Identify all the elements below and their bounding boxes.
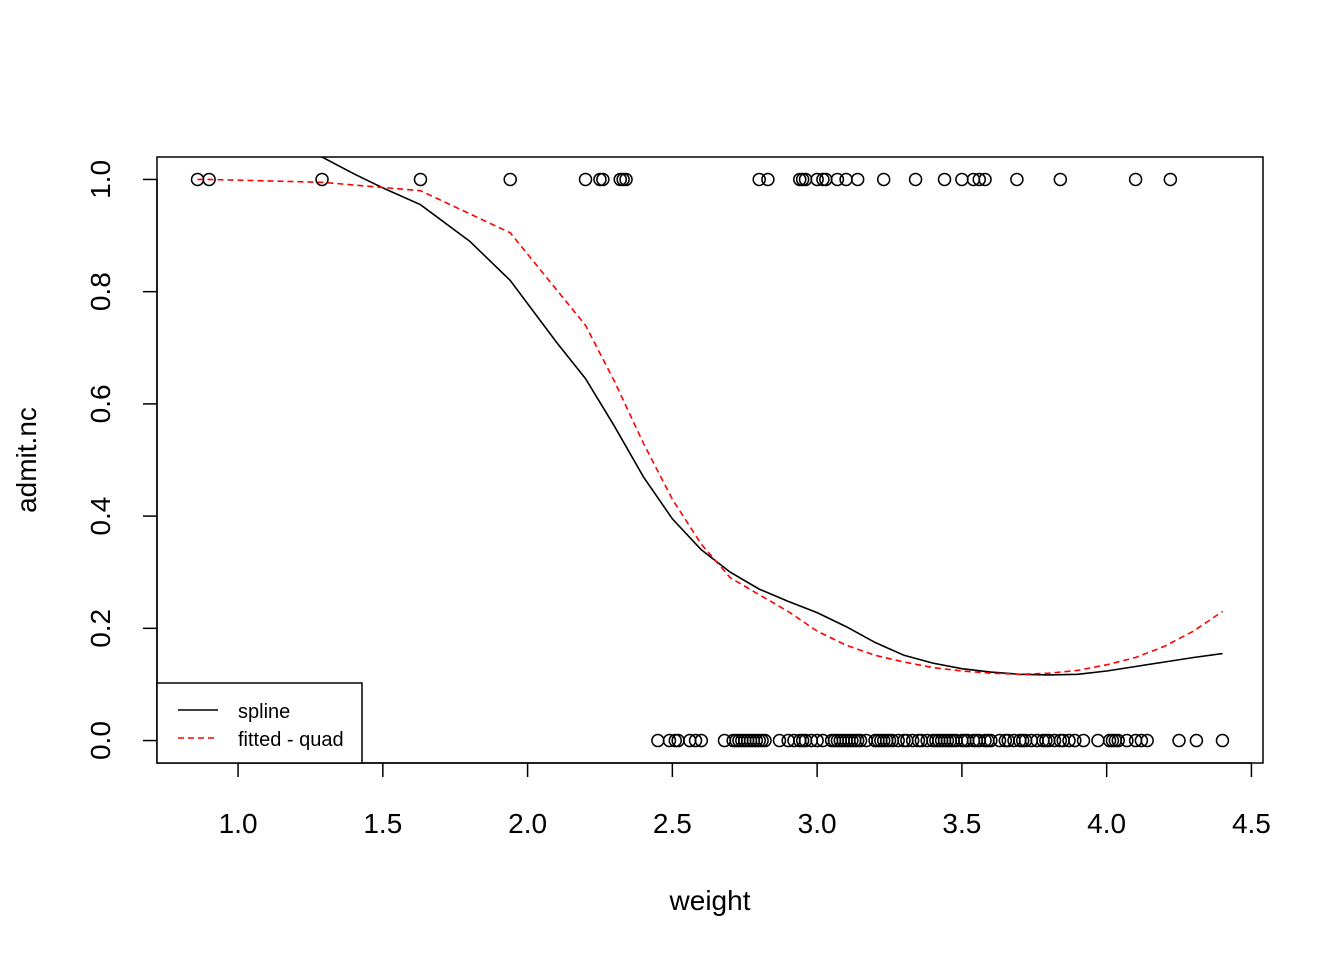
data-point (937, 172, 952, 187)
data-point (850, 172, 865, 187)
data-point (1163, 172, 1178, 187)
data-point (596, 172, 610, 187)
data-point (1111, 733, 1125, 748)
data-point (839, 172, 853, 187)
series-line-fitted-quad (197, 178, 1223, 676)
x-tick-label: 1.5 (363, 808, 402, 839)
data-point (752, 172, 766, 187)
data-point (671, 733, 685, 748)
data-point (1128, 172, 1143, 187)
data-point (694, 733, 709, 748)
data-point (1134, 733, 1149, 748)
y-tick-label: 0.4 (85, 497, 116, 536)
data-point (795, 172, 810, 187)
data-point (819, 172, 833, 187)
data-point (1091, 733, 1105, 748)
data-point (1062, 733, 1076, 748)
data-point (772, 733, 787, 748)
data-point (616, 172, 630, 187)
x-tick-label: 4.5 (1232, 808, 1271, 839)
data-point (315, 172, 329, 187)
y-tick-label: 0.6 (85, 384, 116, 423)
data-point (992, 733, 1007, 748)
y-tick-label: 0.8 (85, 272, 116, 311)
y-axis-label: admit.nc (11, 407, 42, 513)
data-point (830, 172, 845, 187)
data-point (984, 733, 998, 748)
data-point (1010, 172, 1024, 187)
data-point (1047, 733, 1062, 748)
data-point (503, 172, 517, 187)
data-point (619, 172, 633, 187)
data-point (578, 172, 593, 187)
legend-box (156, 682, 363, 764)
legend-label-spline: spline (238, 701, 290, 723)
data-point (981, 733, 995, 748)
x-tick-label: 2.5 (653, 808, 692, 839)
data-point (413, 172, 428, 187)
data-point (810, 733, 824, 748)
data-point (1189, 733, 1204, 748)
y-tick-label: 0.2 (85, 609, 116, 648)
data-point (1120, 733, 1134, 748)
data-point (905, 733, 920, 748)
x-axis-label: weight (669, 885, 751, 916)
data-point (908, 172, 923, 187)
x-tick-label: 3.5 (942, 808, 981, 839)
data-point (810, 172, 824, 187)
data-point (876, 172, 891, 187)
plot-area (190, 157, 1230, 748)
x-tick-label: 3.0 (798, 808, 837, 839)
data-point (1215, 733, 1230, 748)
legend: spline fitted - quad (156, 682, 363, 764)
data-point (662, 733, 677, 748)
data-point (891, 733, 905, 748)
data-point (955, 172, 969, 187)
series-line-spline (320, 157, 1223, 676)
y-tick-label: 1.0 (85, 160, 116, 199)
data-point (758, 733, 772, 748)
data-point (1140, 733, 1154, 748)
x-tick-label: 4.0 (1087, 808, 1126, 839)
data-point (688, 733, 703, 748)
data-point (1068, 733, 1082, 748)
data-point (761, 172, 775, 187)
data-point (1172, 733, 1186, 748)
data-point (593, 172, 607, 187)
data-point (1053, 172, 1068, 187)
data-point (972, 172, 987, 187)
legend-label-fitted-quad: fitted - quad (238, 729, 344, 751)
x-axis: 1.0 1.5 2.0 2.5 3.0 3.5 4.0 4.5 (219, 762, 1271, 839)
y-tick-label: 0.0 (85, 721, 116, 760)
x-tick-label: 1.0 (219, 808, 258, 839)
data-point (651, 733, 665, 748)
data-point (853, 733, 868, 748)
y-axis: 0.0 0.2 0.4 0.6 0.8 1.0 (85, 160, 158, 760)
data-point (978, 172, 992, 187)
data-points (190, 172, 1230, 748)
x-tick-label: 2.0 (508, 808, 547, 839)
data-point (1076, 733, 1091, 748)
